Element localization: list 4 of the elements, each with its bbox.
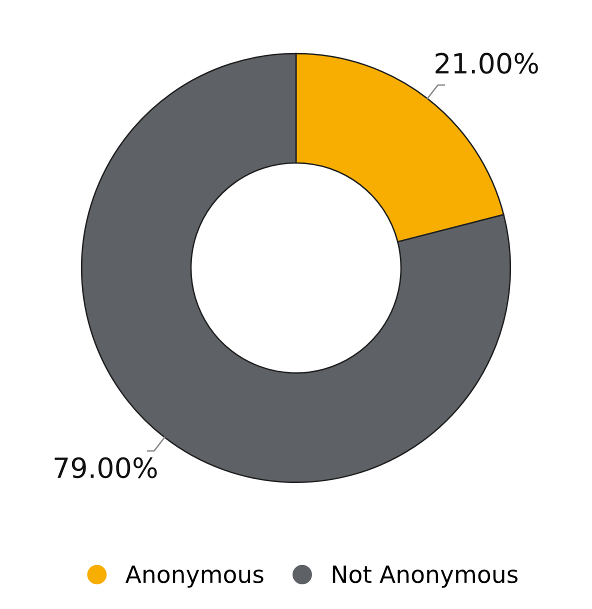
legend-label: Not Anonymous bbox=[332, 566, 518, 588]
legend-label: Anonymous bbox=[125, 566, 264, 588]
data-label: 21.00% bbox=[436, 52, 538, 74]
data-label: 79.00% bbox=[54, 457, 157, 478]
